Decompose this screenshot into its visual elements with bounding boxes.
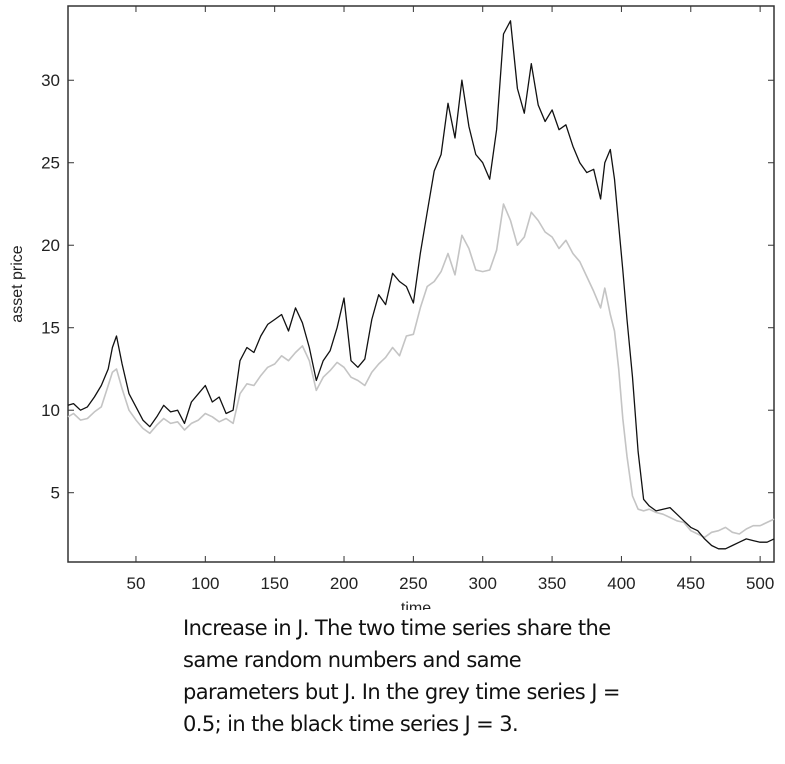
x-tick-label: 150	[260, 574, 288, 593]
y-tick-label: 15	[41, 319, 60, 338]
x-axis-label: time	[401, 600, 431, 610]
y-axis-ticks: 5 10 15 20 25 30	[41, 71, 774, 503]
figure-caption: Increase in J. The two time series share…	[183, 612, 773, 740]
y-tick-label: 30	[41, 71, 60, 90]
x-tick-label: 250	[399, 574, 427, 593]
x-tick-label: 400	[607, 574, 635, 593]
y-axis-label: asset price	[9, 245, 26, 322]
x-tick-label: 100	[191, 574, 219, 593]
y-tick-label: 10	[41, 401, 60, 420]
y-tick-label: 5	[51, 484, 60, 503]
series-lines	[67, 20, 775, 550]
x-tick-label: 500	[746, 574, 774, 593]
caption-line-3: parameters but J. In the grey time serie…	[183, 680, 620, 704]
caption-line-4: 0.5; in the black time series J = 3.	[183, 712, 519, 736]
y-tick-label: 20	[41, 236, 60, 255]
x-tick-label: 50	[127, 574, 146, 593]
y-tick-label: 25	[41, 154, 60, 173]
x-axis-ticks: 50 100 150 200 250 300 350 400 450 500	[127, 6, 774, 593]
x-tick-label: 300	[469, 574, 497, 593]
black-series-line	[67, 20, 775, 550]
caption-line-2: same random numbers and same	[183, 648, 522, 672]
caption-line-1: Increase in J. The two time series share…	[183, 616, 611, 640]
grey-series-line	[67, 203, 775, 539]
x-tick-label: 450	[677, 574, 705, 593]
plot-frame	[67, 5, 775, 563]
x-tick-label: 350	[538, 574, 566, 593]
price-chart: 50 100 150 200 250 300 350 400 450 500 5 10 15 20 25 3…	[9, 5, 775, 610]
x-tick-label: 200	[330, 574, 358, 593]
